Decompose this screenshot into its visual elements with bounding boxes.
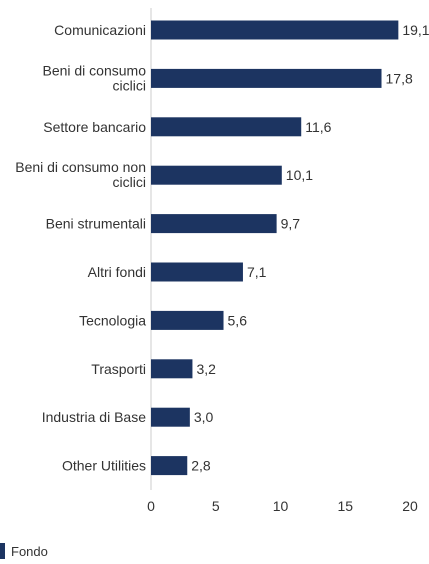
value-label-altri-fondi: 7,1 [247,264,267,280]
legend-label-fondo: Fondo [11,544,48,559]
value-label-beni-strumentali: 9,7 [281,216,301,232]
value-label-trasporti: 3,2 [196,361,216,377]
value-label-beni-di-consumo-non-ciclici: 10,1 [286,167,313,183]
bar-beni-di-consumo-ciclici [151,68,382,88]
value-labels: 19,1 17,8 11,6 10,1 9,7 7,1 5,6 3,2 3,0 2,8 [191,22,429,474]
value-label-beni-di-consumo-ciclici: 17,8 [386,70,413,86]
x-axis-ticks: 0 5 10 15 20 [147,498,418,514]
category-label-other-utilities: Other Utilities [62,458,146,474]
value-label-comunicazioni: 19,1 [402,22,429,38]
bar-industria-di-base [151,407,190,427]
bar-other-utilities [151,456,188,476]
x-tick-label-15: 15 [337,498,353,514]
value-label-industria-di-base: 3,0 [194,409,214,425]
category-label-altri-fondi: Altri fondi [88,264,146,280]
category-label-beni-strumentali: Beni strumentali [46,216,146,232]
bar-comunicazioni [151,20,399,40]
legend-swatch-fondo [0,543,5,559]
category-label-beni-di-consumo-non-ciclici: Beni di consumo non ciclici [15,159,146,190]
bar-tecnologia [151,310,224,330]
x-tick-label-10: 10 [273,498,289,514]
category-label-beni-di-consumo-ciclici: Beni di consumo ciclici [42,62,146,93]
category-label-settore-bancario: Settore bancario [43,119,146,135]
category-labels: Comunicazioni Beni di consumo ciclici Setto… [15,22,146,474]
category-label-industria-di-base: Industria di Base [42,409,146,425]
value-label-settore-bancario: 11,6 [305,119,331,135]
x-tick-label-0: 0 [147,498,155,514]
bars-layer [151,20,399,476]
bar-beni-strumentali [151,214,277,234]
x-tick-label-5: 5 [212,498,220,514]
value-label-tecnologia: 5,6 [228,312,248,328]
bar-trasporti [151,359,193,379]
x-tick-label-20: 20 [402,498,418,514]
category-label-comunicazioni: Comunicazioni [54,22,146,38]
legend: Fondo [0,543,48,559]
bar-altri-fondi [151,262,243,282]
category-label-tecnologia: Tecnologia [79,312,146,328]
bar-settore-bancario [151,117,302,137]
bar-beni-di-consumo-non-ciclici [151,165,282,185]
value-label-other-utilities: 2,8 [191,458,211,474]
category-label-trasporti: Trasporti [91,361,146,377]
